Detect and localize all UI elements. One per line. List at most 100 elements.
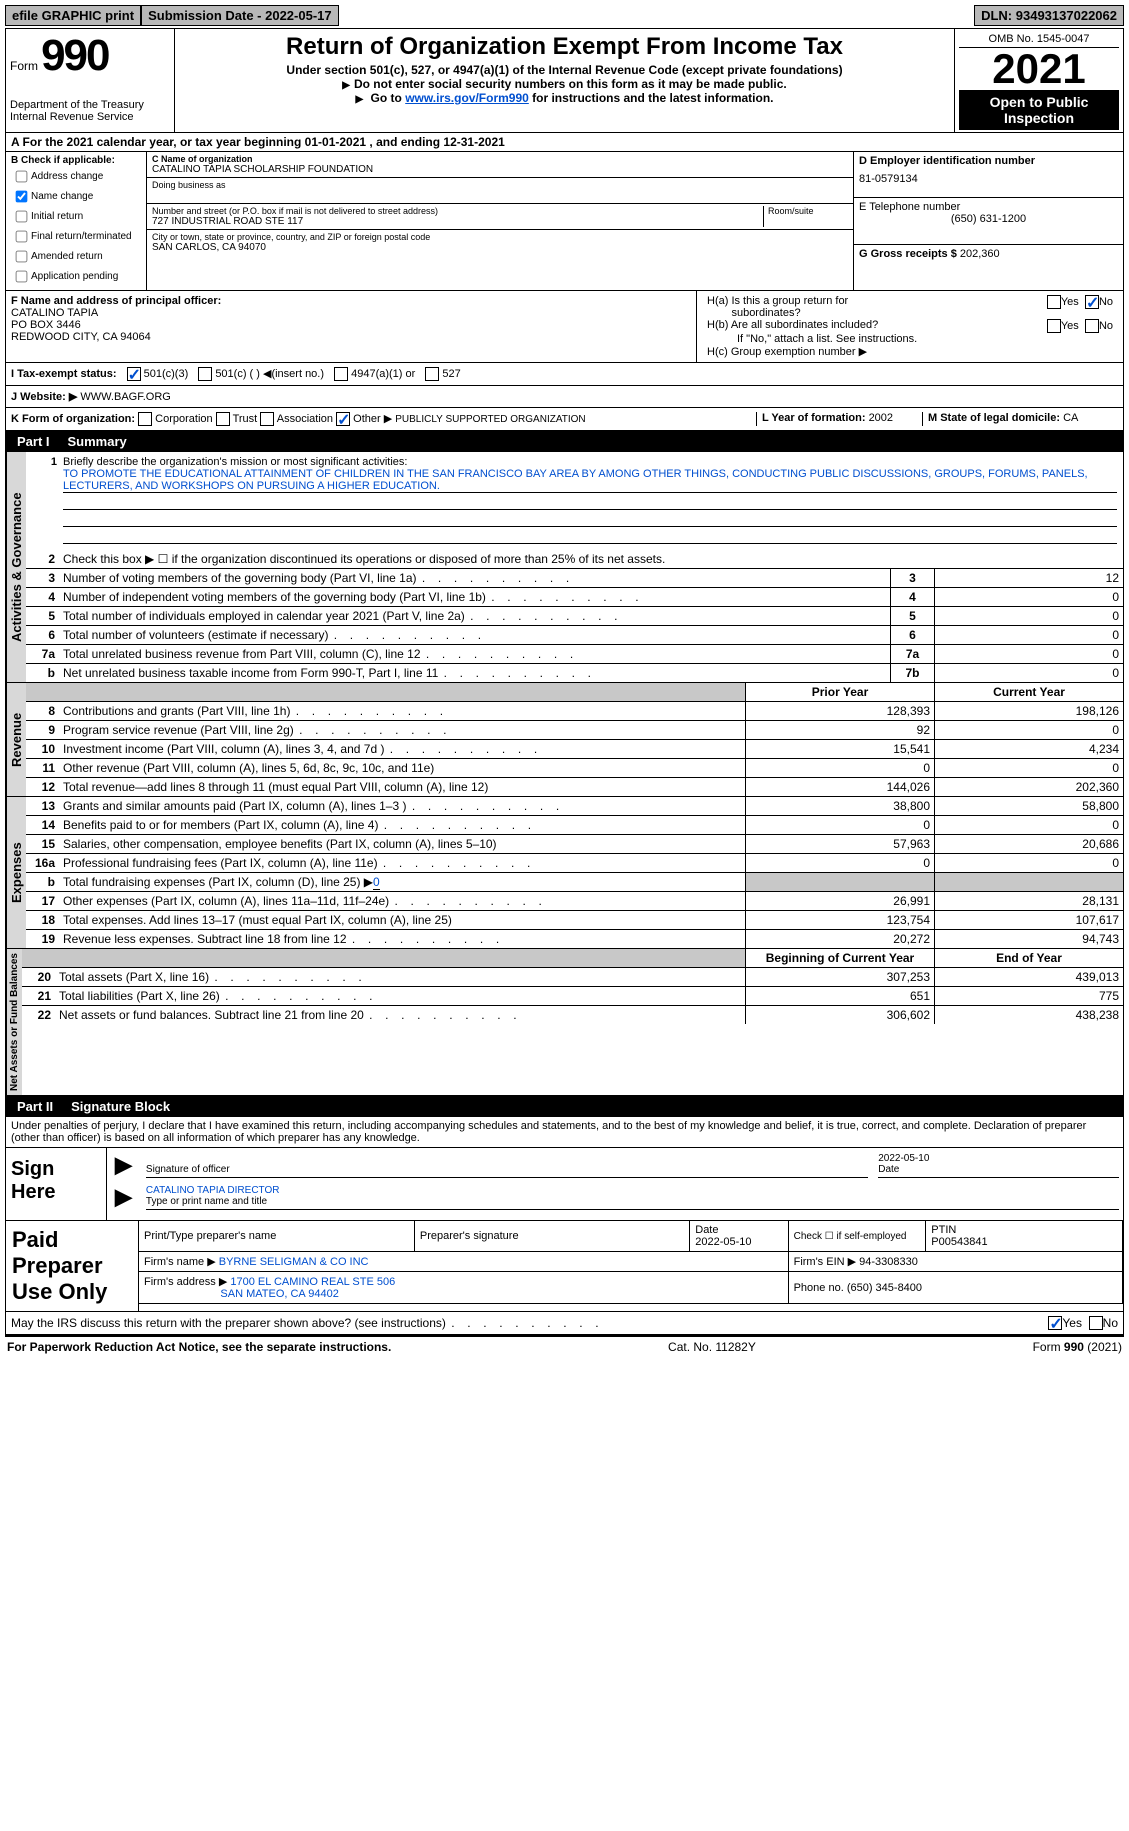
ln22: Net assets or fund balances. Subtract li… (55, 1006, 746, 1025)
cy8: 198,126 (935, 702, 1124, 721)
v3: 12 (935, 569, 1124, 588)
cy12: 202,360 (935, 778, 1124, 797)
sig-name-val: CATALINO TAPIA DIRECTOR (146, 1185, 280, 1196)
prep-check[interactable]: Check ☐ if self-employed (788, 1221, 926, 1252)
ln16b: Total fundraising expenses (Part IX, col… (59, 873, 746, 892)
hc: H(c) Group exemption number ▶ (707, 345, 1113, 358)
ln19: Revenue less expenses. Subtract line 18 … (59, 930, 746, 949)
year-formation: 2002 (869, 412, 893, 424)
box-klm: K Form of organization: Corporation Trus… (6, 407, 1123, 430)
check-amended[interactable]: Amended return (11, 247, 141, 266)
py9: 92 (746, 721, 935, 740)
py8: 128,393 (746, 702, 935, 721)
officer-name: CATALINO TAPIA (11, 307, 691, 319)
k-other[interactable] (336, 412, 350, 426)
firm-phone: (650) 345-8400 (847, 1282, 922, 1294)
footer-mid: Cat. No. 11282Y (668, 1340, 756, 1354)
ln21: Total liabilities (Part X, line 26) (55, 987, 746, 1006)
ln7a: Total unrelated business revenue from Pa… (59, 645, 891, 664)
ln18: Total expenses. Add lines 13–17 (must eq… (59, 911, 746, 930)
ln1-num: 1 (32, 456, 63, 546)
hb-yes[interactable] (1047, 319, 1061, 333)
check-initial[interactable]: Initial return (11, 207, 141, 226)
k-corp[interactable] (138, 412, 152, 426)
sig-arrow-icon: ▶ (111, 1152, 136, 1178)
officer-addr1: PO BOX 3446 (11, 319, 691, 331)
city-val: SAN CARLOS, CA 94070 (152, 242, 848, 253)
ein-val: 81-0579134 (859, 173, 1118, 185)
ln9: Program service revenue (Part VIII, line… (59, 721, 746, 740)
eoy22: 438,238 (935, 1006, 1124, 1025)
dba-hdr: Doing business as (152, 180, 848, 190)
state-domicile: CA (1063, 412, 1078, 424)
efile-label[interactable]: efile GRAPHIC print (5, 5, 141, 26)
street-hdr: Number and street (or P.O. box if mail i… (152, 206, 763, 216)
gross-val: 202,360 (960, 248, 1000, 260)
py17: 26,991 (746, 892, 935, 911)
submission-date: Submission Date - 2022-05-17 (141, 5, 339, 26)
ha-yes[interactable] (1047, 295, 1061, 309)
check-final[interactable]: Final return/terminated (11, 227, 141, 246)
cy14: 0 (935, 816, 1124, 835)
py13: 38,800 (746, 797, 935, 816)
part1-header: Part I Summary (5, 431, 1124, 452)
part2-header: Part II Signature Block (5, 1096, 1124, 1117)
firm-ein: 94-3308330 (859, 1256, 918, 1268)
ln5: Total number of individuals employed in … (59, 607, 891, 626)
org-name: CATALINO TAPIA SCHOLARSHIP FOUNDATION (152, 164, 848, 175)
section-na: Net Assets or Fund Balances Beginning of… (5, 948, 1124, 1096)
v5: 0 (935, 607, 1124, 626)
ln7b: Net unrelated business taxable income fr… (59, 664, 891, 683)
dept-label: Department of the Treasury Internal Reve… (10, 99, 170, 123)
ln15: Salaries, other compensation, employee b… (59, 835, 746, 854)
note-ssn: Do not enter social security numbers on … (179, 77, 950, 91)
i-501c[interactable] (198, 367, 212, 381)
cy9: 0 (935, 721, 1124, 740)
form-label: Form (10, 59, 38, 73)
box-j: J Website: ▶ WWW.BAGF.ORG (6, 385, 1123, 407)
check-application[interactable]: Application pending (11, 267, 141, 286)
ha-no[interactable] (1085, 295, 1099, 309)
cy17: 28,131 (935, 892, 1124, 911)
ln3: Number of voting members of the governin… (59, 569, 891, 588)
ln6: Total number of volunteers (estimate if … (59, 626, 891, 645)
check-name[interactable]: Name change (11, 187, 141, 206)
website-url: WWW.BAGF.ORG (80, 391, 170, 403)
phone-val: (650) 631-1200 (859, 213, 1118, 225)
ln13: Grants and similar amounts paid (Part IX… (59, 797, 746, 816)
check-address[interactable]: Address change (11, 167, 141, 186)
ln2: Check this box ▶ ☐ if the organization d… (59, 550, 1123, 569)
perjury-text: Under penalties of perjury, I declare th… (5, 1117, 1124, 1148)
ln16a: Professional fundraising fees (Part IX, … (59, 854, 746, 873)
footer-right: Form 990 (2021) (1033, 1340, 1122, 1354)
discuss-yes[interactable] (1048, 1316, 1062, 1330)
ln8: Contributions and grants (Part VIII, lin… (59, 702, 746, 721)
section-rev: Revenue Prior YearCurrent Year 8Contribu… (5, 682, 1124, 796)
open-public-badge: Open to Public Inspection (959, 90, 1119, 130)
side-ag: Activities & Governance (6, 452, 26, 682)
v6: 0 (935, 626, 1124, 645)
hb-note: If "No," attach a list. See instructions… (707, 333, 1113, 345)
k-assoc[interactable] (260, 412, 274, 426)
officer-addr2: REDWOOD CITY, CA 94064 (11, 331, 691, 343)
ln14: Benefits paid to or for members (Part IX… (59, 816, 746, 835)
py15: 57,963 (746, 835, 935, 854)
k-trust[interactable] (216, 412, 230, 426)
discuss-no[interactable] (1089, 1316, 1103, 1330)
top-bar: efile GRAPHIC print Submission Date - 20… (5, 5, 1124, 26)
prep-ptin: P00543841 (931, 1236, 987, 1248)
i-4947[interactable] (334, 367, 348, 381)
form-title: Return of Organization Exempt From Incom… (179, 33, 950, 61)
hdr-py: Prior Year (746, 683, 935, 702)
py19: 20,272 (746, 930, 935, 949)
prep-print-hdr: Print/Type preparer's name (144, 1230, 276, 1242)
gross-hdr: G Gross receipts $ (859, 248, 960, 260)
i-527[interactable] (425, 367, 439, 381)
sig-date-val: 2022-05-10 (878, 1153, 929, 1164)
irs-link[interactable]: www.irs.gov/Form990 (405, 91, 529, 105)
tax-year: 2021 (959, 48, 1119, 90)
hb-no[interactable] (1085, 319, 1099, 333)
cy18: 107,617 (935, 911, 1124, 930)
note-link: Go to www.irs.gov/Form990 for instructio… (179, 91, 950, 105)
i-501c3[interactable] (127, 367, 141, 381)
